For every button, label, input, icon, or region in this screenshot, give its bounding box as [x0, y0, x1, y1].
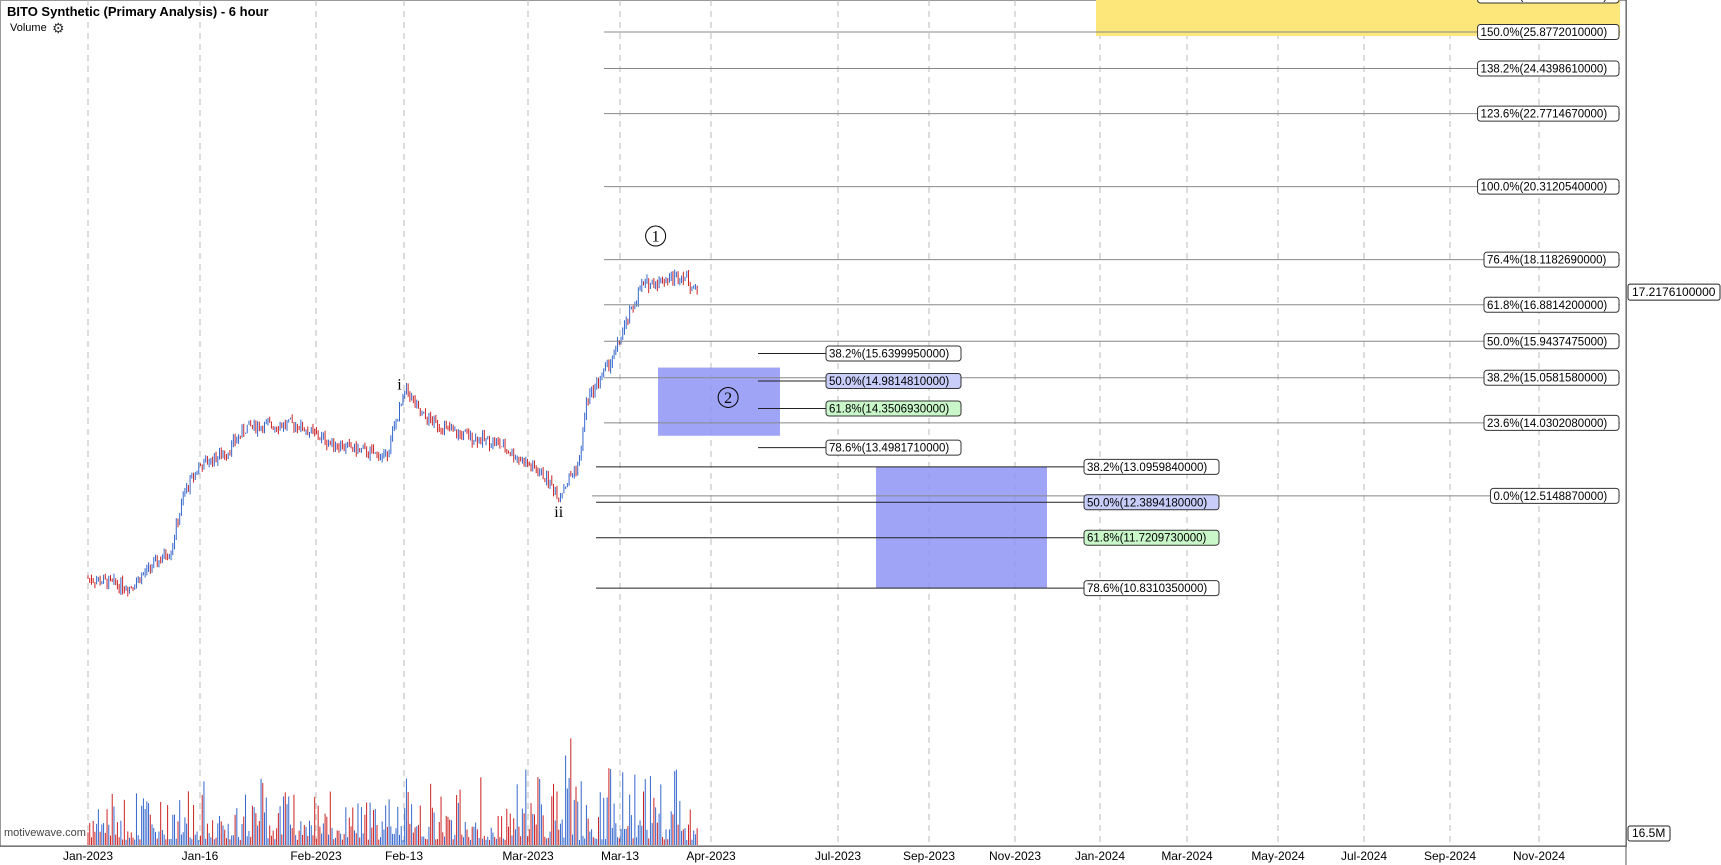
- fib-label: 50.0%(15.9437475000): [1487, 336, 1607, 348]
- retrace-label-box: [825, 439, 962, 456]
- retrace-label: 78.6%(13.4981710000): [829, 443, 949, 455]
- x-tick-label: Apr-2023: [686, 849, 736, 863]
- x-tick-label: Jan-2023: [63, 849, 113, 863]
- x-tick-label: Nov-2024: [1513, 849, 1565, 863]
- fib-label-box: [1483, 333, 1620, 350]
- fib-label: 138.2%(24.4398610000): [1481, 64, 1608, 76]
- retrace-label: 78.6%(10.8310350000): [1087, 583, 1207, 595]
- wave-label: 2: [724, 390, 732, 407]
- fib-label: 150.0%(25.8772010000): [1481, 27, 1608, 39]
- retrace-label-box: [1083, 529, 1220, 546]
- wave-label: ii: [554, 504, 563, 521]
- x-tick-label: Mar-2024: [1161, 849, 1213, 863]
- volume-axis-label: 16.5M: [1632, 826, 1665, 840]
- fib-label-box: [1477, 178, 1620, 195]
- fib-label-box: [1483, 251, 1620, 268]
- chart-title: BITO Synthetic (Primary Analysis) - 6 ho…: [7, 4, 269, 19]
- x-tick-label: Jan-16: [182, 849, 219, 863]
- fib-label: 161.8%(27.3990750000): [1481, 0, 1608, 3]
- current-price-label: 17.2176100000: [1632, 285, 1716, 299]
- x-tick-label: May-2024: [1251, 849, 1305, 863]
- x-tick-label: Feb-13: [385, 849, 423, 863]
- volume-axis-box: [1627, 825, 1671, 842]
- current-price-box: [1627, 283, 1721, 301]
- fib-label-box: [1477, 105, 1620, 122]
- retrace-label-box: [825, 345, 962, 362]
- x-tick-label: Mar-13: [601, 849, 639, 863]
- retrace-label-box: [1083, 494, 1220, 511]
- fib-label: 38.2%(15.0581580000): [1487, 373, 1607, 385]
- fib-label-box: [1477, 24, 1620, 41]
- retrace-label-box: [1083, 580, 1220, 597]
- retrace-label: 38.2%(15.6399950000): [829, 349, 949, 361]
- fib-label-box: [1483, 414, 1620, 431]
- fib-label: 100.0%(20.3120540000): [1481, 182, 1608, 194]
- watermark: motivewave.com: [4, 827, 86, 839]
- wave-circle: [717, 386, 739, 408]
- x-tick-label: Sep-2023: [903, 849, 955, 863]
- x-tick-label: Mar-2023: [502, 849, 554, 863]
- fib-label-box: [1477, 0, 1620, 4]
- fib-label-box: [1489, 487, 1620, 504]
- x-tick-label: Sep-2024: [1424, 849, 1476, 863]
- retrace-label: 50.0%(12.3894180000): [1087, 497, 1207, 509]
- retrace-label-box: [825, 372, 962, 389]
- fib-label: 61.8%(16.8814200000): [1487, 300, 1607, 312]
- x-tick-label: Jul-2023: [815, 849, 861, 863]
- wave4-zone: [876, 466, 1047, 589]
- gear-icon[interactable]: ⚙: [52, 20, 65, 36]
- wave-label: 1: [652, 229, 660, 246]
- retrace-label: 61.8%(14.3506930000): [829, 403, 949, 415]
- fib-label: 0.0%(12.5148870000): [1493, 491, 1607, 503]
- retrace-label: 61.8%(11.7209730000): [1087, 533, 1207, 545]
- fib-label: 23.6%(14.0302080000): [1487, 418, 1607, 430]
- x-tick-label: Feb-2023: [290, 849, 342, 863]
- fib-label-box: [1483, 369, 1620, 386]
- x-tick-label: Jan-2024: [1075, 849, 1125, 863]
- fib-label-box: [1483, 296, 1620, 313]
- volume-indicator-label[interactable]: Volume: [10, 22, 47, 34]
- retrace-label-box: [825, 400, 962, 417]
- plot-frame: [0, 0, 1627, 847]
- fib-label: 123.6%(22.7714670000): [1481, 109, 1608, 121]
- wave-label: i: [397, 376, 402, 393]
- retrace-label: 50.0%(14.9814810000): [829, 376, 949, 388]
- retrace-label-box: [1083, 458, 1220, 475]
- fib-label: 76.4%(18.1182690000): [1487, 255, 1607, 267]
- retrace-label: 38.2%(13.0959840000): [1087, 462, 1207, 474]
- x-tick-label: Nov-2023: [989, 849, 1041, 863]
- wave-circle: [645, 225, 667, 247]
- fib-label-box: [1477, 60, 1620, 77]
- x-tick-label: Jul-2024: [1341, 849, 1387, 863]
